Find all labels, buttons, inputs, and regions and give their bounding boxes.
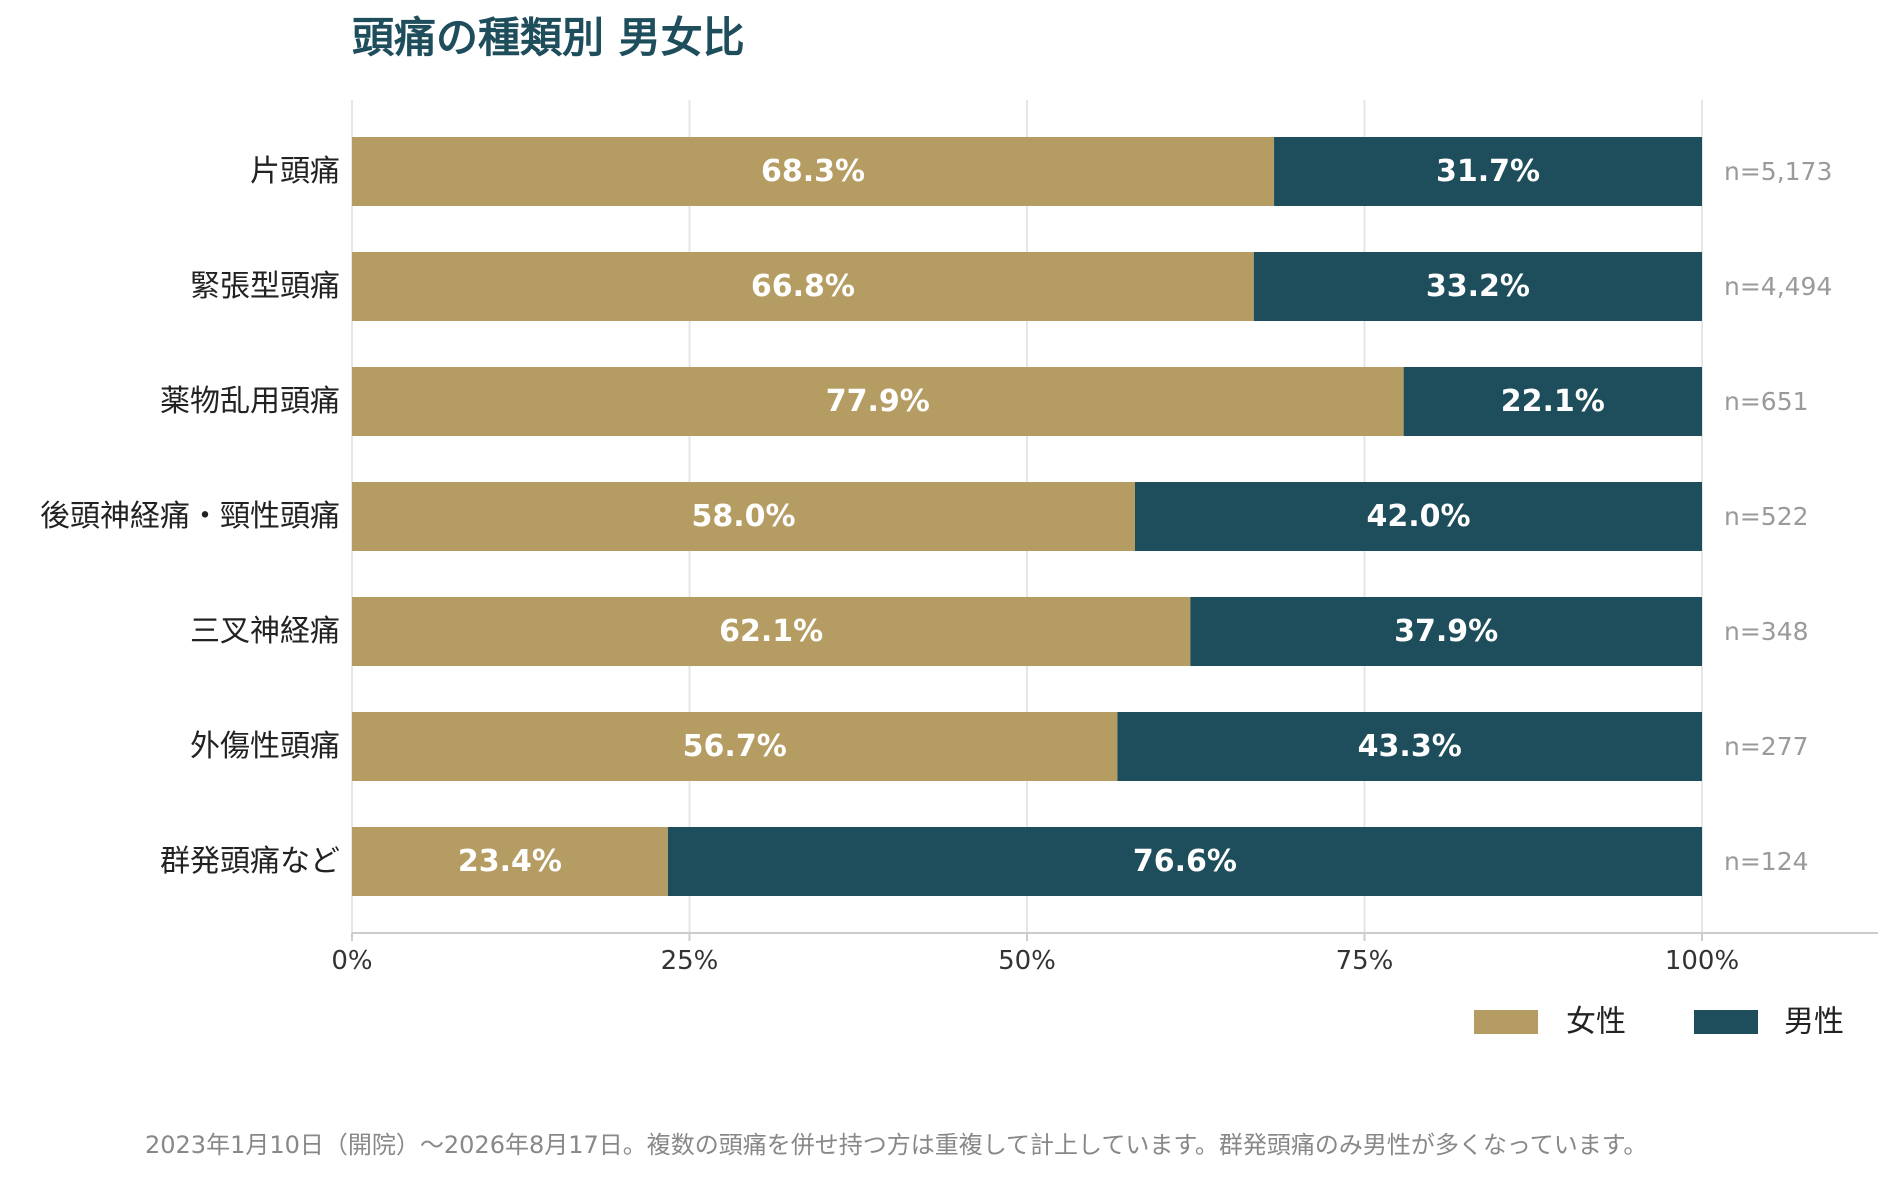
data-label-female-5: 56.7% bbox=[683, 729, 787, 764]
category-label-1: 緊張型頭痛 bbox=[190, 269, 340, 304]
bar-male-0 bbox=[1274, 137, 1702, 206]
sample-size-label-5: n=277 bbox=[1724, 732, 1809, 761]
data-label-female-2: 77.9% bbox=[826, 384, 930, 419]
data-label-female-1: 66.8% bbox=[751, 269, 855, 304]
data-label-female-3: 58.0% bbox=[691, 499, 795, 534]
x-tick-label-4: 100% bbox=[1665, 946, 1739, 976]
category-label-5: 外傷性頭痛 bbox=[190, 729, 340, 764]
sample-size-label-1: n=4,494 bbox=[1724, 272, 1832, 301]
bar-female-0 bbox=[352, 137, 1275, 206]
x-axis: 0% 25% 50% 75% 100% bbox=[331, 932, 1878, 976]
bar-female-4 bbox=[352, 597, 1191, 666]
bar-male-4 bbox=[1190, 597, 1702, 666]
category-labels: 68.3% 31.7% 片頭痛 n=5,173 66.8% 33.2% 緊張型頭痛 n=4,4… bbox=[40, 154, 1832, 879]
data-label-male-0: 31.7% bbox=[1436, 154, 1540, 189]
category-label-6: 群発頭痛など bbox=[160, 844, 340, 879]
bar-male-1 bbox=[1253, 252, 1702, 321]
data-label-female-6: 23.4% bbox=[458, 844, 562, 879]
legend: 女性 男性 bbox=[1474, 1005, 1844, 1040]
footnote: 2023年1月10日（開院）〜2026年8月17日。複数の頭痛を併せ持つ方は重複… bbox=[145, 1131, 1647, 1159]
x-tick-label-1: 25% bbox=[661, 946, 719, 976]
x-tick-label-3: 75% bbox=[1336, 946, 1394, 976]
chart-title: 頭痛の種類別 男女比 bbox=[352, 13, 745, 62]
bar-female-6 bbox=[352, 827, 668, 896]
x-tick-label-2: 50% bbox=[998, 946, 1056, 976]
data-label-male-6: 76.6% bbox=[1133, 844, 1237, 879]
legend-swatch-male bbox=[1694, 1010, 1758, 1034]
sample-size-label-4: n=348 bbox=[1724, 617, 1809, 646]
category-label-3: 後頭神経痛・頸性頭痛 bbox=[40, 499, 340, 534]
data-label-male-4: 37.9% bbox=[1394, 614, 1498, 649]
data-label-female-4: 62.1% bbox=[719, 614, 823, 649]
bar-female-5 bbox=[352, 712, 1118, 781]
category-label-0: 片頭痛 bbox=[250, 154, 340, 189]
legend-label-male: 男性 bbox=[1784, 1005, 1844, 1040]
bar-male-3 bbox=[1135, 482, 1702, 551]
x-tick-label-0: 0% bbox=[331, 946, 372, 976]
category-label-2: 薬物乱用頭痛 bbox=[160, 384, 340, 419]
bars bbox=[352, 137, 1702, 896]
data-label-male-5: 43.3% bbox=[1358, 729, 1462, 764]
data-label-male-1: 33.2% bbox=[1426, 269, 1530, 304]
sample-size-label-3: n=522 bbox=[1724, 502, 1809, 531]
data-label-male-2: 22.1% bbox=[1501, 384, 1605, 419]
legend-swatch-female bbox=[1474, 1010, 1538, 1034]
sample-size-label-2: n=651 bbox=[1724, 387, 1809, 416]
category-label-4: 三叉神経痛 bbox=[190, 614, 340, 649]
bar-male-5 bbox=[1117, 712, 1702, 781]
bar-female-1 bbox=[352, 252, 1254, 321]
bar-female-2 bbox=[352, 367, 1404, 436]
bar-male-6 bbox=[667, 827, 1702, 896]
bar-female-3 bbox=[352, 482, 1135, 551]
sample-size-label-0: n=5,173 bbox=[1724, 157, 1832, 186]
data-label-male-3: 42.0% bbox=[1366, 499, 1470, 534]
legend-label-female: 女性 bbox=[1566, 1005, 1626, 1040]
data-label-female-0: 68.3% bbox=[761, 154, 865, 189]
bar-male-2 bbox=[1403, 367, 1702, 436]
sample-size-label-6: n=124 bbox=[1724, 847, 1809, 876]
